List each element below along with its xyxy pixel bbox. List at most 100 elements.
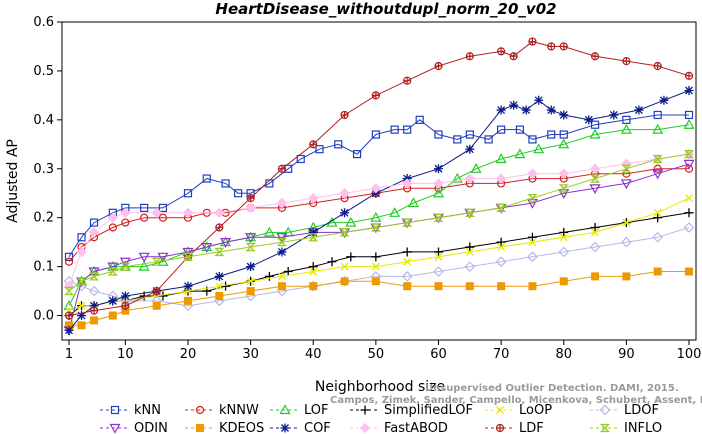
data-point <box>346 252 356 262</box>
data-point <box>77 311 87 321</box>
data-point <box>599 423 611 433</box>
data-point <box>315 145 324 154</box>
data-point <box>621 236 632 248</box>
data-point <box>415 115 424 124</box>
data-point <box>352 149 362 159</box>
data-point <box>403 76 412 85</box>
data-point <box>470 163 482 173</box>
legend-item-knn: kNN <box>100 403 161 418</box>
data-point <box>653 61 662 71</box>
data-point <box>403 125 412 134</box>
legend-label: COF <box>304 421 331 434</box>
data-point <box>659 95 669 105</box>
legend-item-lof: LOF <box>270 403 329 418</box>
data-point <box>684 208 694 218</box>
data-point <box>370 223 381 232</box>
data-point <box>277 247 287 257</box>
data-point <box>327 257 337 267</box>
data-point <box>527 251 538 263</box>
data-point <box>434 130 443 139</box>
data-point <box>590 120 600 129</box>
data-point <box>202 174 211 183</box>
data-point <box>620 179 632 190</box>
data-point <box>528 37 537 46</box>
data-point <box>683 149 695 159</box>
data-point <box>88 227 100 238</box>
data-point <box>157 252 169 263</box>
data-point <box>221 179 230 188</box>
data-point <box>182 207 194 219</box>
data-point <box>77 233 86 242</box>
data-point <box>108 296 118 306</box>
data-point <box>515 125 525 134</box>
data-point <box>589 128 601 139</box>
data-point <box>64 325 74 335</box>
legend: kNN kNNW LOF SimplifiedLOF LoOP LDOF ODIN KDEOS… <box>100 403 662 434</box>
legend-item-loop: LoOP <box>485 403 552 418</box>
data-point <box>547 42 556 51</box>
x-tick-label: 80 <box>555 347 572 362</box>
legend-label: LDOF <box>624 403 659 418</box>
x-tick-label: 90 <box>618 347 635 362</box>
data-point <box>558 189 570 199</box>
legend-label: SimplifiedLOF <box>384 403 473 418</box>
plot-frame <box>61 21 697 341</box>
data-point <box>401 178 413 189</box>
legend-label: LoOP <box>519 403 552 418</box>
watermark-line-2: Campos, Zimek, Sander, Campello, Micenko… <box>330 395 702 406</box>
data-point <box>559 227 569 237</box>
data-point <box>559 42 568 51</box>
data-point <box>432 187 445 198</box>
data-point <box>309 140 318 149</box>
data-point <box>371 130 380 139</box>
legend-label: ODIN <box>134 421 168 434</box>
y-axis: 0.0 0.1 0.2 0.3 0.4 0.5 0.6 <box>33 15 62 324</box>
data-point <box>214 247 225 257</box>
data-point <box>433 213 444 222</box>
data-point <box>465 52 474 61</box>
data-point <box>276 233 288 243</box>
legend-item-simplifiedlof: SimplifiedLOF <box>350 403 473 418</box>
data-point <box>652 154 663 164</box>
data-point <box>389 207 401 217</box>
data-point <box>599 404 611 416</box>
data-point <box>684 85 694 95</box>
data-point <box>433 266 444 277</box>
data-point <box>308 227 318 237</box>
data-point <box>546 105 556 115</box>
data-point <box>345 216 357 227</box>
data-point <box>182 252 194 261</box>
data-point <box>685 194 693 203</box>
data-point <box>559 130 568 139</box>
legend-item-ldf: LDF <box>485 421 544 434</box>
data-point <box>183 189 193 198</box>
data-point <box>371 277 380 286</box>
data-point <box>528 238 537 247</box>
data-point <box>63 300 75 310</box>
data-point <box>201 242 213 253</box>
x-tick-label: 100 <box>677 347 702 362</box>
data-point <box>434 282 443 291</box>
legend-item-odin: ODIN <box>100 421 168 434</box>
data-point <box>371 91 380 100</box>
data-point <box>559 110 569 120</box>
data-point <box>215 223 224 232</box>
data-point <box>464 261 476 272</box>
data-point <box>497 243 506 252</box>
data-point <box>263 226 275 237</box>
legend-item-cof: COF <box>270 421 331 434</box>
data-point <box>547 130 556 139</box>
data-point <box>195 405 205 415</box>
data-point <box>89 218 99 227</box>
data-point <box>609 110 619 120</box>
data-point <box>339 188 350 199</box>
data-point <box>496 105 506 115</box>
x-tick-label: 1 <box>65 347 73 362</box>
x-axis: 1 10 20 30 40 50 60 70 80 90 100 <box>65 340 702 362</box>
data-point <box>621 158 632 170</box>
legend-label: FastABOD <box>384 421 448 434</box>
data-point <box>107 267 118 276</box>
data-point <box>464 208 475 217</box>
data-point <box>140 203 149 213</box>
